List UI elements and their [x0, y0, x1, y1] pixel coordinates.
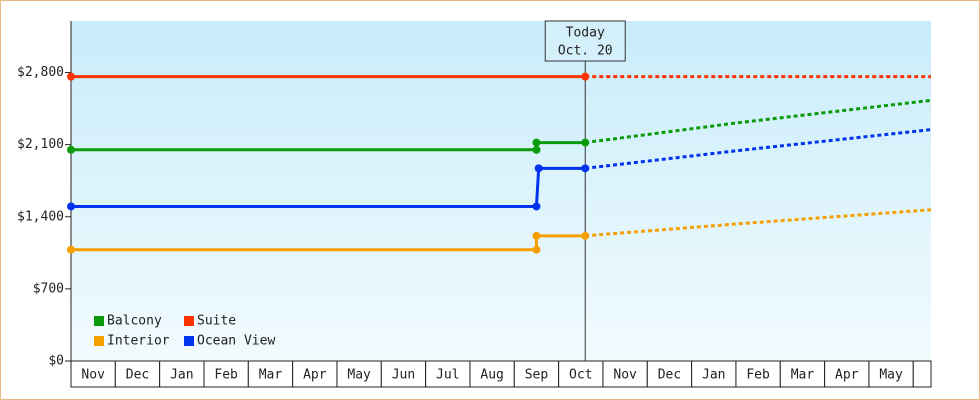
forecast-line	[585, 98, 932, 145]
data-point	[67, 72, 75, 81]
legend-label: Ocean View	[197, 334, 275, 349]
x-category-cell	[602, 360, 648, 388]
x-category-cell	[292, 360, 338, 388]
data-point	[67, 145, 75, 154]
data-point	[532, 145, 541, 154]
x-tick-label: Jul	[436, 368, 459, 383]
legend-label: Interior	[107, 334, 170, 349]
x-tick-label: Jun	[392, 368, 415, 383]
x-tick-label: Jan	[170, 368, 193, 383]
legend-swatch	[184, 316, 194, 326]
plot-area	[71, 21, 931, 361]
x-tick-label: Feb	[214, 368, 238, 383]
x-category-cell	[425, 360, 471, 388]
legend-swatch	[94, 336, 104, 346]
x-category-cell	[646, 360, 693, 388]
x-category-cell	[114, 360, 161, 388]
today-box	[544, 20, 626, 62]
x-tick-label: Nov	[81, 368, 105, 383]
x-category-cell	[912, 360, 932, 388]
legend-label: Suite	[197, 314, 236, 329]
data-point	[581, 231, 590, 240]
x-category-cell	[868, 360, 914, 388]
x-category-cell	[513, 360, 560, 388]
x-tick-label: Apr	[835, 368, 859, 383]
x-tick-label: Feb	[746, 368, 770, 383]
y-tick-label: $0	[48, 354, 64, 369]
x-tick-label: Nov	[613, 368, 637, 383]
y-tick-label: $700	[33, 281, 64, 296]
x-tick-label: Dec	[658, 368, 681, 383]
legend-swatch	[184, 336, 194, 346]
y-tick-label: $2,100	[17, 137, 64, 152]
x-category-cell	[735, 360, 781, 388]
x-category-cell	[159, 360, 205, 388]
x-tick-label: Oct	[569, 368, 592, 383]
x-tick-label: Mar	[259, 368, 283, 383]
y-tick-label: $1,400	[17, 209, 64, 224]
data-point	[67, 245, 75, 254]
history-line	[71, 166, 586, 208]
data-point	[581, 164, 590, 173]
x-category-cell	[203, 360, 249, 388]
today-date: Oct. 20	[558, 44, 613, 59]
data-point	[532, 245, 541, 254]
legend-swatch	[94, 316, 104, 326]
today-label: Today	[566, 26, 605, 41]
data-point	[534, 164, 543, 173]
y-tick-label: $2,800	[17, 65, 64, 80]
history-line	[71, 234, 586, 252]
data-point	[67, 202, 75, 211]
forecast-line	[585, 128, 932, 170]
x-tick-label: Mar	[791, 368, 815, 383]
x-tick-label: Sep	[525, 368, 549, 383]
x-tick-label: Jan	[702, 368, 725, 383]
data-point	[532, 138, 541, 147]
data-point	[581, 138, 590, 147]
x-category-cell	[70, 360, 116, 388]
x-category-cell	[247, 360, 294, 388]
x-tick-label: May	[347, 368, 371, 383]
data-point	[532, 231, 541, 240]
data-point	[581, 72, 590, 81]
x-tick-label: Apr	[303, 368, 327, 383]
x-tick-label: Dec	[126, 368, 149, 383]
x-category-cell	[779, 360, 826, 388]
forecast-line	[585, 208, 932, 238]
data-point	[532, 202, 541, 211]
x-tick-label: May	[879, 368, 903, 383]
x-tick-label: Aug	[480, 368, 503, 383]
legend-label: Balcony	[107, 314, 162, 329]
